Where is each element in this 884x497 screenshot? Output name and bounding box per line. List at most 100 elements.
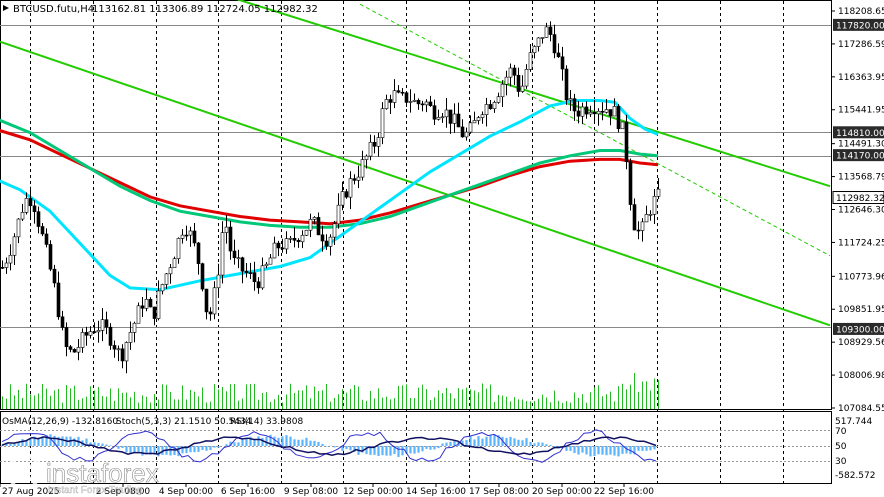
level-label: 114170.00: [836, 152, 884, 162]
candle-body: [292, 237, 297, 241]
time-tick-label: 17 Sep 08:00: [469, 487, 529, 497]
candle-body: [576, 110, 581, 117]
candle-body: [332, 223, 337, 238]
moving-average-slow: [0, 129, 659, 226]
candle-body: [396, 90, 401, 93]
candle-body: [608, 109, 613, 117]
candle-body: [208, 311, 213, 315]
candle-body: [548, 26, 553, 35]
candle-body: [68, 346, 73, 350]
candle-body: [64, 327, 69, 348]
candle-body: [244, 270, 249, 273]
level-box: [832, 191, 884, 205]
instaforex-logo-icon: [6, 454, 42, 490]
candle-body: [96, 330, 101, 333]
candle-body: [588, 111, 593, 115]
candle-body: [60, 316, 65, 328]
candle-body: [152, 306, 157, 319]
level-box: [833, 126, 884, 139]
candle-body: [472, 120, 477, 124]
candle-body: [420, 103, 425, 106]
candle-body: [368, 141, 373, 157]
level-label: 117820.00: [836, 21, 884, 31]
candle-body: [356, 176, 361, 181]
price-tick-label: 111724.25: [838, 238, 884, 248]
candle-body: [4, 262, 9, 268]
channel-mid-line: [359, 3, 831, 257]
candle-body: [320, 234, 325, 242]
candle-body: [348, 178, 353, 198]
candle-body: [436, 117, 441, 120]
stoch-label: Stoch(5,3,3) 21.1510 50.5434: [116, 417, 252, 427]
candle-body: [40, 226, 45, 235]
candle-body: [132, 322, 137, 333]
candle-body: [296, 240, 301, 243]
price-axis: 118208.65 117286.59 116363.95 115441.95 1144…: [831, 7, 884, 414]
candle-body: [240, 257, 245, 272]
candle-body: [16, 218, 21, 238]
candle-body: [100, 319, 105, 331]
candle-body: [540, 37, 545, 39]
collapse-arrow-icon[interactable]: [3, 5, 9, 11]
moving-average-fast: [0, 99, 659, 292]
candle-body: [80, 332, 85, 348]
candle-body: [252, 272, 257, 283]
candle-body: [8, 254, 13, 264]
candle-body: [584, 106, 589, 115]
price-tick-label: 116363.95: [838, 73, 884, 83]
candle-body: [408, 101, 413, 103]
candle-body: [544, 26, 549, 38]
candle-body: [524, 69, 529, 87]
candle-body: [484, 104, 489, 115]
candle-body: [196, 242, 201, 264]
candle-body: [116, 348, 121, 351]
price-tick-label: 112646.30: [838, 206, 884, 216]
candle-body: [236, 257, 241, 260]
price-tick-label: 113568.79: [838, 173, 884, 183]
candle-body: [128, 332, 133, 343]
candle-body: [644, 214, 649, 223]
candle-body: [456, 113, 461, 128]
rsi-line: [1, 436, 657, 456]
vertical-grid: [30, 1, 784, 483]
level-label: 109300.00: [836, 325, 884, 335]
candle-body: [392, 90, 397, 103]
candle-body: [328, 236, 333, 247]
time-tick-label: 4 Sep 00:00: [159, 487, 214, 497]
level-box: [833, 149, 884, 162]
candle-body: [76, 347, 81, 353]
candle-body: [216, 274, 221, 289]
moving-average-mid: [0, 118, 659, 229]
candle-body: [284, 238, 289, 250]
channel-upper-line: [236, 0, 831, 188]
candle-body: [340, 191, 345, 206]
candle-body: [632, 204, 637, 231]
candle-body: [304, 229, 309, 236]
candle-body: [492, 102, 497, 110]
candle-body: [536, 37, 541, 47]
time-tick-label: 27 Aug 2025: [2, 487, 60, 497]
candle-body: [452, 113, 457, 124]
time-tick-label: 9 Sep 08:00: [284, 487, 339, 497]
time-tick-label: 12 Sep 00:00: [343, 487, 403, 497]
watermark-brand: instaforex: [46, 458, 159, 488]
candle-body: [228, 226, 233, 252]
candle-body: [184, 234, 189, 237]
candle-body: [192, 230, 197, 244]
candle-body: [532, 46, 537, 54]
candle-body: [164, 273, 169, 285]
watermark-tagline: Instant Forex Trading: [48, 485, 143, 496]
price-tick-label: 118208.65: [838, 7, 884, 17]
candle-body: [56, 282, 61, 318]
time-tick-label: 14 Sep 16:00: [406, 487, 466, 497]
level-box: [833, 322, 884, 335]
candle-body: [444, 109, 449, 118]
candle-body: [616, 106, 621, 130]
candle-body: [480, 114, 485, 118]
candle-body: [552, 34, 557, 54]
candle-body: [424, 101, 429, 106]
candle-body: [160, 284, 165, 292]
candle-body: [504, 76, 509, 85]
candle-body: [312, 217, 317, 220]
